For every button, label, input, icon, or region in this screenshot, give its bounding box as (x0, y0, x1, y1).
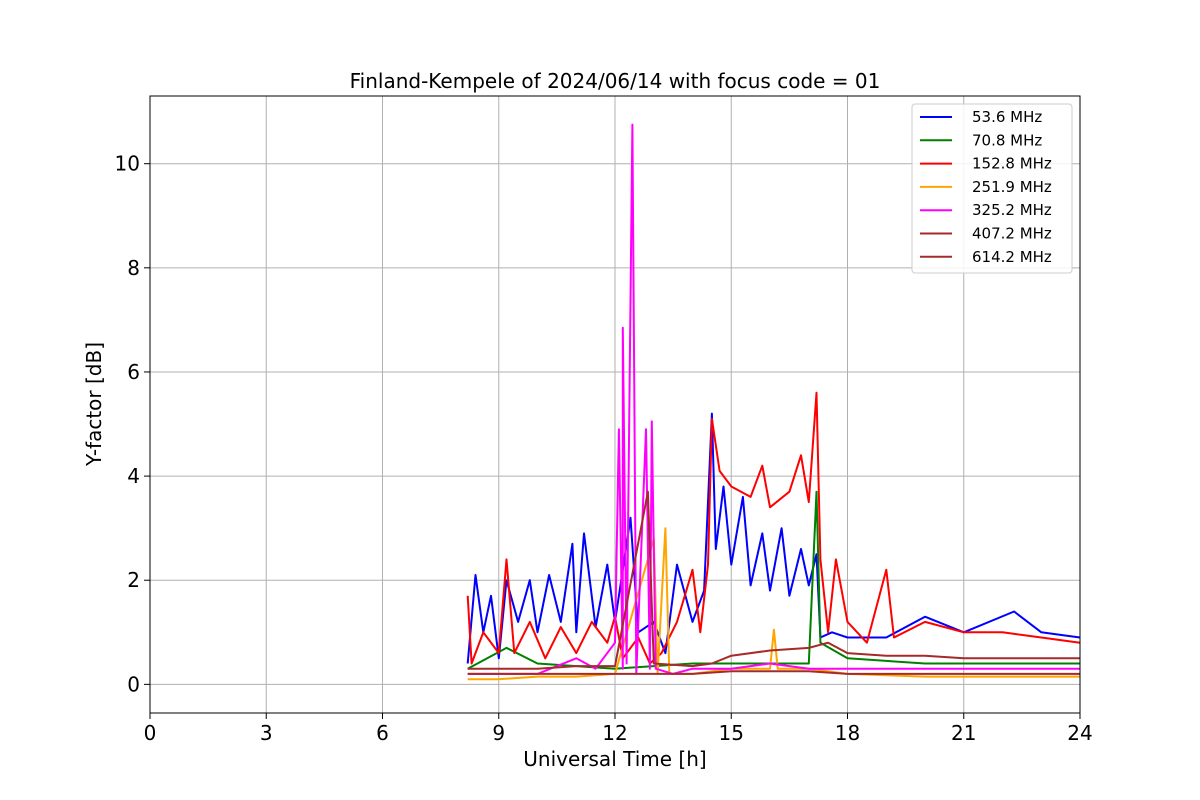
x-tick-label: 6 (376, 721, 389, 745)
x-tick-label: 12 (602, 721, 627, 745)
y-tick-label: 4 (127, 464, 140, 488)
x-tick-label: 18 (835, 721, 860, 745)
series-group (466, 123, 1081, 681)
legend-box (911, 103, 1073, 274)
x-tick-label: 24 (1067, 721, 1092, 745)
series-line-1 (467, 490, 1080, 670)
x-tick-label: 9 (492, 721, 505, 745)
x-tick-label: 15 (719, 721, 744, 745)
series-line-4 (467, 123, 1080, 675)
y-axis-label: Y-factor [dB] (82, 342, 106, 467)
x-tick-label: 21 (951, 721, 976, 745)
y-tick-label: 6 (127, 360, 140, 384)
chart-title: Finland-Kempele of 2024/06/14 with focus… (350, 69, 881, 93)
y-tick-label: 8 (127, 256, 140, 280)
legend-label: 325.2 MHz (972, 201, 1052, 219)
series-line-5 (467, 490, 1080, 670)
y-axis: 0 2 4 6 8 10 (115, 152, 150, 696)
legend-label: 614.2 MHz (972, 248, 1052, 266)
x-axis: 0 3 6 9 12 15 18 21 24 (144, 713, 1093, 745)
y-tick-label: 2 (127, 568, 140, 592)
legend-label: 70.8 MHz (972, 131, 1042, 149)
series-line-0 (466, 412, 1081, 664)
x-tick-label: 0 (144, 721, 157, 745)
y-tick-label: 0 (127, 672, 140, 696)
legend-label: 251.9 MHz (972, 178, 1052, 196)
y-tick-label: 10 (115, 152, 140, 176)
x-tick-label: 3 (260, 721, 273, 745)
series-line-3 (467, 527, 1080, 681)
series-line-6 (467, 670, 1080, 675)
x-axis-label: Universal Time [h] (523, 747, 706, 771)
legend-label: 407.2 MHz (972, 225, 1052, 243)
legend-label: 152.8 MHz (972, 155, 1052, 173)
series-line-2 (466, 391, 1081, 665)
legend: 53.6 MHz 70.8 MHz 152.8 MHz 251.9 MHz 325.2 … (911, 103, 1073, 274)
legend-label: 53.6 MHz (972, 108, 1042, 126)
